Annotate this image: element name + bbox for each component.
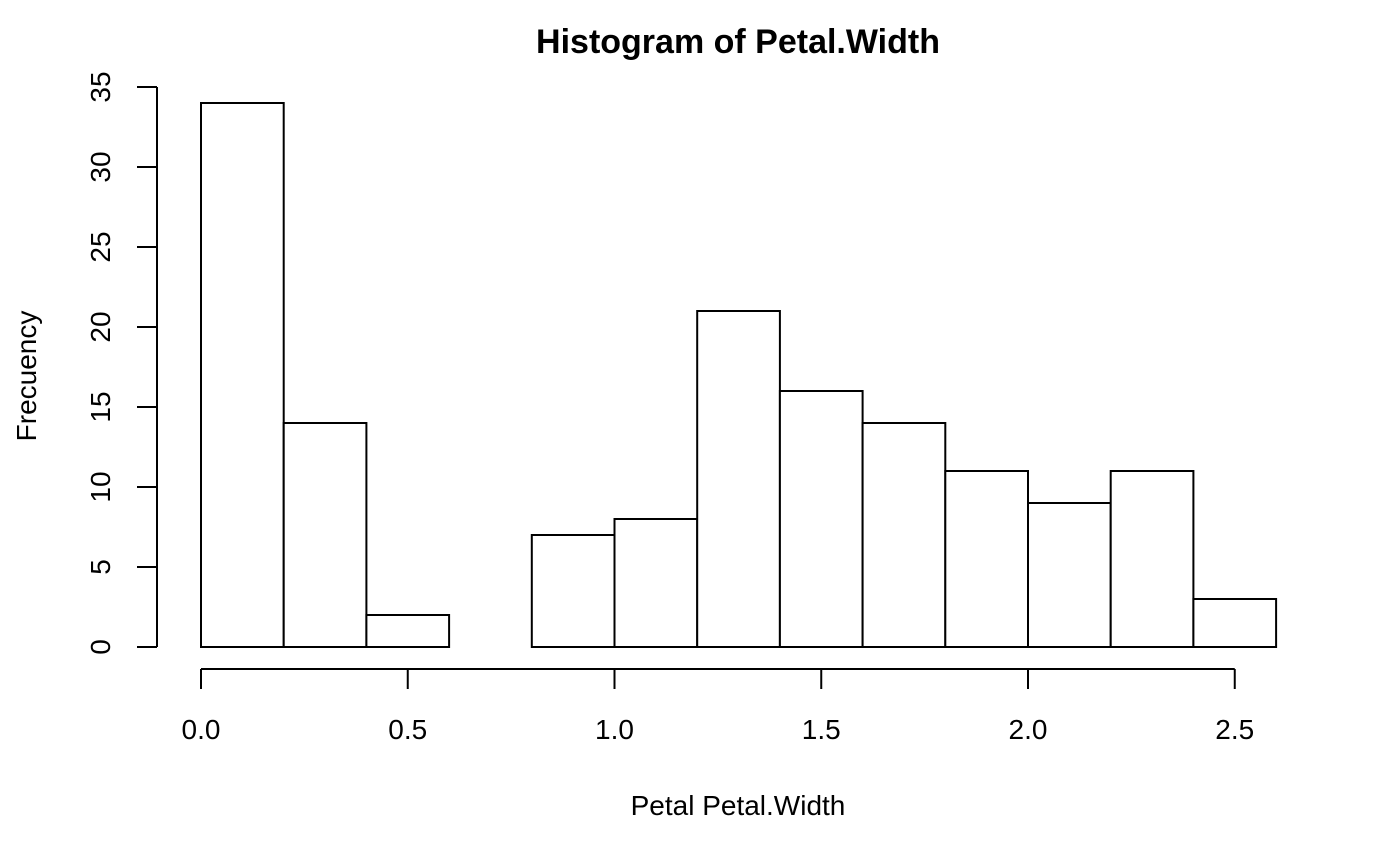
y-tick-label: 15	[85, 391, 116, 422]
x-axis-label: Petal Petal.Width	[631, 790, 846, 821]
histogram-bar	[282, 422, 368, 648]
y-tick-label: 5	[85, 559, 116, 575]
y-tick-label: 20	[85, 311, 116, 342]
x-tick-label: 0.5	[388, 714, 427, 745]
x-tick-label: 1.0	[595, 714, 634, 745]
x-tick-label: 2.5	[1215, 714, 1254, 745]
x-axis: 0.0 0.5 1.0 1.5 2.0 2.5	[182, 668, 1254, 745]
histogram-bar	[696, 310, 781, 648]
y-tick-label: 35	[85, 71, 116, 102]
histogram-bar	[365, 614, 451, 648]
histogram-bar	[944, 470, 1029, 648]
y-tick-label: 10	[85, 471, 116, 502]
y-tick-label: 30	[85, 151, 116, 182]
histogram-bar	[1109, 470, 1195, 648]
histogram-bar	[613, 518, 699, 648]
histogram-bar	[1027, 502, 1112, 648]
y-axis: 0 5 10 15 20 25 30 35	[85, 71, 158, 655]
histogram-bar	[861, 422, 947, 648]
y-tick-label: 25	[85, 231, 116, 262]
x-tick-label: 1.5	[802, 714, 841, 745]
histogram-bar	[530, 534, 616, 648]
bars-group	[200, 102, 1278, 648]
chart-title: Histogram of Petal.Width	[536, 23, 940, 61]
histogram-bar	[778, 390, 864, 648]
y-tick-label: 0	[85, 639, 116, 655]
histogram-bar	[1192, 598, 1278, 648]
y-axis-label: Frecuency	[11, 311, 42, 442]
x-tick-label: 0.0	[182, 714, 221, 745]
histogram-bar	[200, 102, 285, 648]
x-tick-label: 2.0	[1009, 714, 1048, 745]
